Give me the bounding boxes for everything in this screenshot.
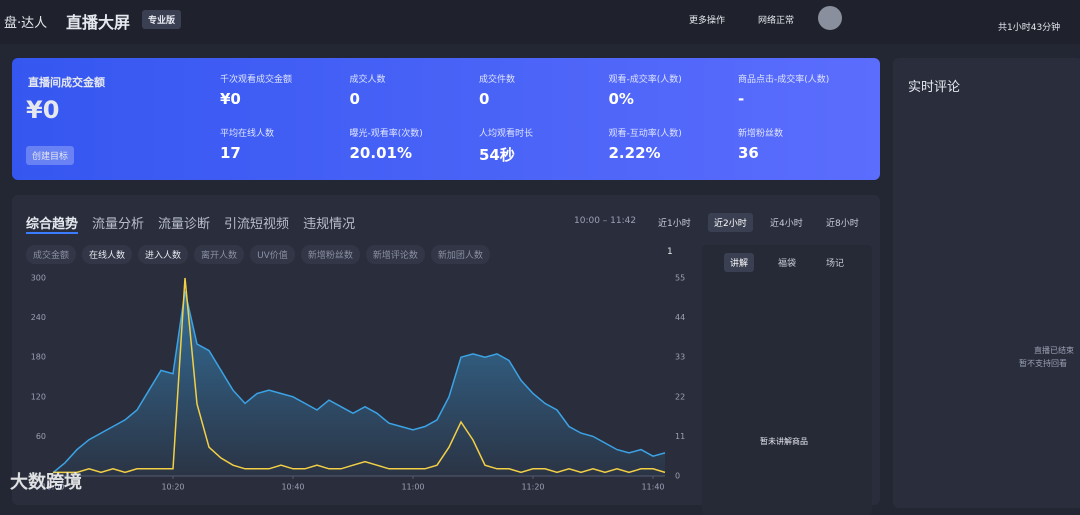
- side-tab[interactable]: 讲解: [724, 253, 755, 272]
- network-status: 网络正常: [758, 16, 795, 26]
- comments-panel: 实时评论 直播已结束 暂不支持回看: [893, 58, 1080, 508]
- metric-value: 54秒: [479, 146, 515, 164]
- metric-label: 成交件数: [479, 75, 516, 85]
- metric-label: 新增粉丝数: [738, 129, 784, 139]
- x-tick-label: 11:40: [641, 483, 664, 492]
- metric-value: 0%: [608, 90, 634, 108]
- page-title: 直播大屏: [66, 13, 131, 32]
- edition-badge[interactable]: 专业版: [142, 10, 182, 29]
- y2-tick-label: 11: [675, 432, 685, 441]
- logo: 盘·达人: [4, 16, 48, 31]
- explain-panel: [702, 245, 872, 515]
- y-tick-label: 180: [31, 353, 46, 362]
- tab[interactable]: 流量诊断: [158, 217, 211, 232]
- avatar[interactable]: [818, 6, 842, 30]
- empty-hint: 暂未讲解商品: [760, 437, 808, 446]
- y2-tick-label: 44: [675, 313, 685, 322]
- y2-tick-label: 33: [675, 353, 685, 362]
- range-button[interactable]: 近8小时: [826, 219, 859, 229]
- line: [52, 291, 666, 474]
- side-tab[interactable]: 场记: [826, 259, 845, 269]
- area: [53, 291, 665, 476]
- replay-note: 暂不支持回看: [1019, 359, 1067, 368]
- metric-label: 成交人数: [349, 75, 386, 85]
- metric-value: 20.01%: [349, 144, 412, 162]
- create-goal-button[interactable]: 创建目标: [26, 146, 75, 165]
- metric-label: 人均观看时长: [479, 129, 534, 139]
- summary-value: ¥0: [26, 96, 60, 124]
- line: [53, 277, 666, 474]
- tab[interactable]: 违规情况: [303, 217, 356, 232]
- metric-label: 曝光-观看率(次数): [349, 129, 423, 139]
- metric-label: 商品点击-成交率(人数): [738, 75, 830, 85]
- duration: 共1小时43分钟: [998, 23, 1061, 33]
- y2-tick-label: 55: [675, 274, 685, 283]
- metric-chip[interactable]: 离开人数: [194, 245, 245, 264]
- metric-chip[interactable]: 成交金额: [26, 245, 77, 264]
- side-tab[interactable]: 福袋: [778, 259, 797, 269]
- metric-chip[interactable]: 进入人数: [138, 245, 189, 264]
- metric-label: 平均在线人数: [220, 129, 275, 139]
- metric-chip[interactable]: 新加团人数: [430, 245, 490, 264]
- x-tick-label: 11:00: [401, 483, 424, 492]
- comments-title: 实时评论: [908, 80, 961, 95]
- live-status: 直播已结束: [1034, 346, 1074, 355]
- x-tick-label: 11:20: [521, 483, 544, 492]
- y-tick-label: 240: [31, 313, 46, 322]
- watermark: 大数跨境: [10, 472, 82, 493]
- metric-label: 千次观看成交金额: [220, 75, 293, 85]
- metric-label: 观看-互动率(人数): [608, 129, 682, 139]
- metric-chip[interactable]: UV价值: [250, 245, 295, 264]
- x-tick-label: 10:00: [41, 483, 64, 492]
- range-button[interactable]: 近4小时: [770, 219, 803, 229]
- range-button[interactable]: 近1小时: [658, 219, 691, 229]
- metric-value: -: [738, 90, 745, 108]
- range-button[interactable]: 近2小时: [708, 213, 753, 232]
- y-tick-label: 120: [31, 392, 46, 401]
- tab[interactable]: 综合趋势: [26, 213, 79, 234]
- page: 盘·达人 直播大屏 专业版 更多操作 网络正常 共1小时43分钟 直播间成交金额…: [4, 6, 1074, 493]
- metric-chip[interactable]: 新增评论数: [365, 245, 425, 264]
- metric-value: 2.22%: [608, 144, 661, 162]
- y-tick-label: 60: [36, 432, 46, 441]
- page-number[interactable]: 1: [667, 247, 673, 257]
- metric-chip[interactable]: 在线人数: [82, 245, 133, 264]
- summary-card: 直播间成交金额 ¥0 创建目标 千次观看成交金额 ¥0 成交人数 0 成交件数 0 观看-成…: [12, 58, 880, 180]
- x-tick-label: 10:20: [161, 483, 184, 492]
- metric-value: ¥0: [220, 90, 241, 108]
- metric-value: 0: [349, 90, 360, 108]
- trend-chart: 60 120 180 240 300 0 11 22 33 44 55 10:00 10:20 10:40…: [31, 274, 685, 492]
- time-range: 10:00 – 11:42: [574, 216, 637, 226]
- y2-tick-label: 22: [675, 392, 685, 401]
- metric-label: 观看-成交率(人数): [608, 75, 682, 85]
- tab[interactable]: 流量分析: [92, 217, 145, 232]
- summary-label: 直播间成交金额: [28, 76, 105, 89]
- y-tick-label: 300: [31, 274, 46, 283]
- metric-value: 17: [220, 144, 241, 162]
- metric-value: 36: [738, 144, 759, 162]
- x-tick-label: 10:40: [281, 483, 304, 492]
- tab[interactable]: 引流短视频: [224, 217, 290, 232]
- more-menu[interactable]: 更多操作: [689, 16, 726, 26]
- metric-chip[interactable]: 新增粉丝数: [300, 245, 360, 264]
- metric-value: 0: [479, 90, 490, 108]
- y2-tick-label: 0: [675, 472, 680, 481]
